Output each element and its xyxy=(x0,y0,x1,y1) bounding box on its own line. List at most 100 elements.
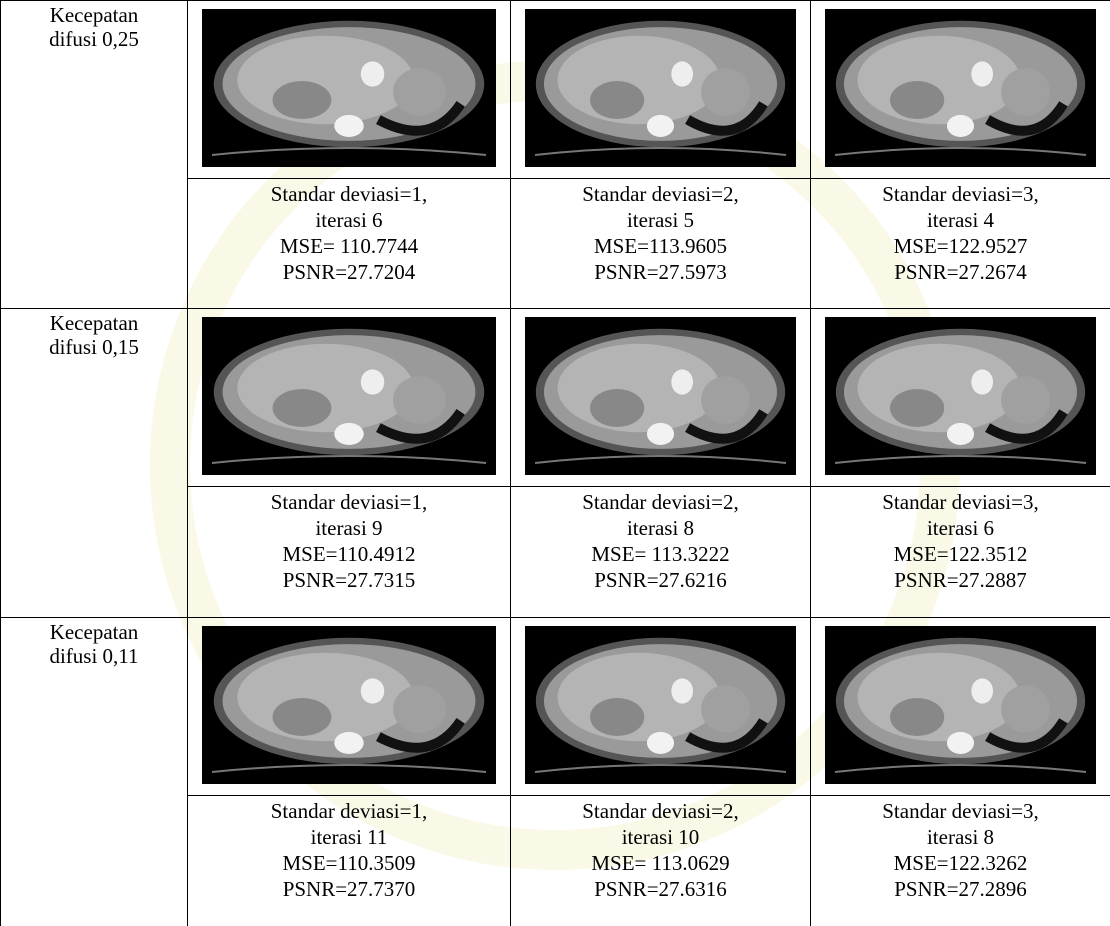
result-cell: Standar deviasi=3, iterasi 6 MSE=122.3512 P… xyxy=(810,486,1110,618)
result-cell: Standar deviasi=1, iterasi 11 MSE=110.3509… xyxy=(187,795,511,926)
text-line: Standar deviasi=1, xyxy=(270,799,428,823)
ct-image xyxy=(825,626,1096,784)
text-line: difusi 0,25 xyxy=(49,27,139,51)
lesion xyxy=(272,81,332,119)
text-line: MSE= 113.3222 xyxy=(591,542,730,566)
ct-image xyxy=(202,317,496,475)
bowel-gas xyxy=(985,718,1068,753)
text-line: Standar deviasi=1, xyxy=(270,490,428,514)
text-line: PSNR=27.2896 xyxy=(894,877,1027,901)
table-line xyxy=(534,455,787,464)
stomach xyxy=(360,369,385,395)
bowel-gas xyxy=(985,409,1068,444)
image xyxy=(525,626,796,789)
text-line: Standar deviasi=2, xyxy=(582,182,739,206)
lesion xyxy=(890,389,945,427)
table-line xyxy=(211,147,487,156)
table-line xyxy=(834,764,1087,773)
table-line xyxy=(834,147,1087,156)
text-line: MSE=113.9605 xyxy=(594,234,727,258)
lesion xyxy=(590,389,645,427)
stomach xyxy=(360,61,385,87)
text-line: iterasi 5 xyxy=(626,208,695,232)
bowel-gas xyxy=(376,100,465,136)
spine xyxy=(946,114,975,137)
stomach xyxy=(360,678,385,704)
image-cell xyxy=(510,617,811,796)
ct-image xyxy=(525,626,796,784)
table-line xyxy=(211,455,487,464)
text-line: MSE=122.3512 xyxy=(893,542,1028,566)
spine xyxy=(946,731,975,754)
text-line: MSE=122.9527 xyxy=(893,234,1028,258)
text-line: iterasi 6 xyxy=(926,516,995,540)
result-cell: Standar deviasi=3, iterasi 8 MSE=122.3262 P… xyxy=(810,795,1110,926)
text-line: MSE= 113.0629 xyxy=(591,851,730,875)
ct-image xyxy=(202,9,496,167)
image xyxy=(202,9,496,172)
result-cell: Standar deviasi=3, iterasi 4 MSE=122.9527 P… xyxy=(810,178,1110,309)
bowel-gas xyxy=(376,717,465,753)
image-cell xyxy=(510,0,811,179)
image xyxy=(202,626,496,789)
stomach xyxy=(671,61,694,87)
text-line: Standar deviasi=2, xyxy=(582,490,739,514)
stomach xyxy=(971,678,994,704)
row-label: Kecepatan difusi 0,25 xyxy=(0,0,188,309)
spleen xyxy=(393,68,447,116)
spleen xyxy=(1001,685,1050,733)
stomach xyxy=(671,369,694,395)
spleen xyxy=(701,376,750,424)
bowel-gas xyxy=(985,101,1068,136)
ct-image xyxy=(825,9,1096,167)
bowel-gas xyxy=(376,408,465,444)
spleen xyxy=(701,68,750,116)
image xyxy=(202,317,496,480)
lesion xyxy=(590,81,645,119)
text-line: iterasi 8 xyxy=(926,825,995,849)
lesion xyxy=(590,698,645,736)
ct-image xyxy=(525,317,796,475)
text-line: PSNR=27.7370 xyxy=(282,877,416,901)
image-cell xyxy=(810,308,1110,487)
text-line: PSNR=27.7204 xyxy=(282,260,416,284)
table-line xyxy=(534,147,787,156)
text-line: MSE=110.3509 xyxy=(282,851,416,875)
spine xyxy=(646,114,675,137)
spine xyxy=(334,114,364,137)
spine xyxy=(946,422,975,445)
text-line: Standar deviasi=1, xyxy=(270,182,428,206)
image-cell xyxy=(187,617,511,796)
text-line: Standar deviasi=2, xyxy=(582,799,739,823)
text-line: iterasi 6 xyxy=(315,208,383,232)
text-line: iterasi 9 xyxy=(315,516,383,540)
lesion xyxy=(272,698,332,736)
text-line: iterasi 8 xyxy=(626,516,695,540)
image xyxy=(525,317,796,480)
lesion xyxy=(272,389,332,427)
spine xyxy=(334,422,364,445)
text-line: PSNR=27.5973 xyxy=(594,260,727,284)
text-line: PSNR=27.6216 xyxy=(594,568,727,592)
image xyxy=(825,9,1096,172)
result-cell: Standar deviasi=1, iterasi 6 MSE= 110.7744… xyxy=(187,178,511,309)
table-line xyxy=(834,455,1087,464)
ct-image xyxy=(525,9,796,167)
stomach xyxy=(971,61,994,87)
text-line: iterasi 4 xyxy=(926,208,995,232)
text-line: iterasi 10 xyxy=(621,825,700,849)
table-line xyxy=(534,764,787,773)
lesion xyxy=(890,81,945,119)
result-cell: Standar deviasi=2, iterasi 10 MSE= 113.062… xyxy=(510,795,811,926)
text-line: iterasi 11 xyxy=(310,825,388,849)
text-line: PSNR=27.2674 xyxy=(894,260,1027,284)
spleen xyxy=(1001,68,1050,116)
text-line: Standar deviasi=3, xyxy=(882,490,1039,514)
text-line: PSNR=27.6316 xyxy=(594,877,727,901)
text-line: MSE=122.3262 xyxy=(893,851,1028,875)
result-cell: Standar deviasi=1, iterasi 9 MSE=110.4912 P… xyxy=(187,486,511,618)
image-cell xyxy=(810,0,1110,179)
image-cell xyxy=(810,617,1110,796)
image xyxy=(825,317,1096,480)
